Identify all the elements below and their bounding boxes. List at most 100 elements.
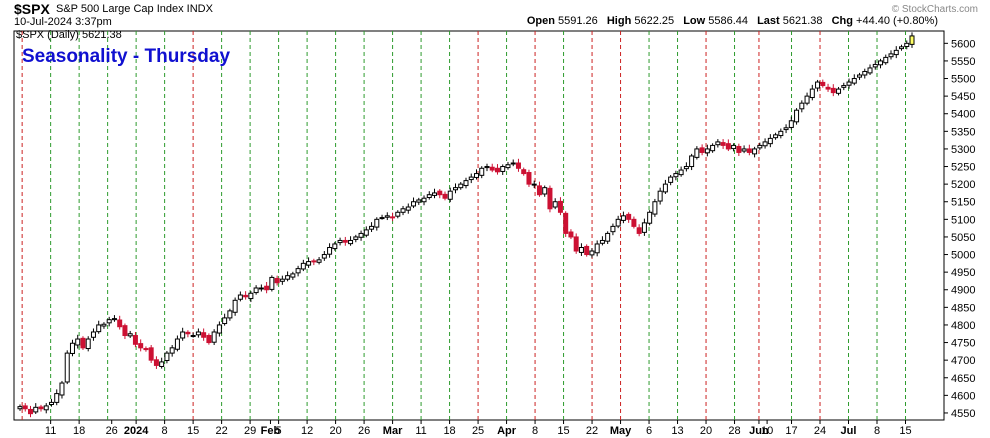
candle-body bbox=[190, 335, 196, 338]
candle-body bbox=[327, 247, 333, 255]
candle-body bbox=[285, 275, 291, 280]
x-tick-label: 5 bbox=[276, 425, 282, 437]
candle-body bbox=[395, 211, 401, 217]
low-label: Low bbox=[683, 15, 706, 27]
candle-body bbox=[825, 86, 831, 90]
candle-body bbox=[274, 277, 280, 284]
candle-body bbox=[573, 236, 579, 252]
y-tick-label: 5250 bbox=[951, 162, 975, 174]
candle-body bbox=[878, 60, 884, 66]
candle-body bbox=[33, 406, 39, 413]
x-tick-label: 8 bbox=[874, 425, 880, 437]
candle-body bbox=[830, 87, 836, 94]
candle-body bbox=[132, 335, 138, 345]
candle-body bbox=[626, 213, 632, 220]
candle-body bbox=[75, 338, 81, 346]
candle-body bbox=[615, 218, 621, 227]
y-tick-label: 5050 bbox=[951, 232, 975, 244]
candle-body bbox=[563, 212, 569, 234]
candle-body bbox=[552, 201, 558, 208]
candle-body bbox=[647, 211, 653, 224]
x-tick-label: 11 bbox=[45, 425, 56, 437]
candle-body bbox=[531, 183, 537, 186]
candle-body bbox=[510, 162, 516, 165]
candle-body bbox=[484, 166, 490, 169]
y-tick-label: 5550 bbox=[951, 56, 975, 68]
candle-body bbox=[578, 247, 584, 253]
x-tick-label: 18 bbox=[443, 425, 455, 437]
candle-body bbox=[725, 143, 731, 150]
candle-body bbox=[657, 190, 663, 202]
y-tick-label: 4650 bbox=[951, 373, 975, 385]
x-tick-label: 8 bbox=[532, 425, 538, 437]
candle-body bbox=[117, 319, 123, 328]
candle-body bbox=[453, 187, 459, 191]
candle-body bbox=[458, 183, 464, 189]
candle-body bbox=[904, 42, 910, 47]
candle-body bbox=[17, 406, 23, 410]
candle-body bbox=[22, 405, 28, 410]
candle-body bbox=[505, 164, 511, 169]
candle-body bbox=[846, 81, 852, 86]
candle-body bbox=[536, 185, 542, 196]
candle-body bbox=[815, 81, 821, 89]
x-tick-label: Feb bbox=[261, 425, 281, 437]
candle-body bbox=[731, 144, 737, 150]
candle-body bbox=[521, 169, 527, 175]
candle-body bbox=[463, 180, 469, 187]
candle-body bbox=[227, 310, 233, 319]
thursday-lines bbox=[21, 31, 907, 420]
x-tick-label: 28 bbox=[728, 425, 740, 437]
candle-body bbox=[778, 130, 784, 137]
candle-body bbox=[390, 216, 396, 219]
candle-body bbox=[662, 183, 668, 193]
candle-body bbox=[526, 172, 532, 185]
last-value: 5621.38 bbox=[782, 15, 823, 27]
y-tick-label: 4850 bbox=[951, 302, 975, 314]
series-legend: $SPX (Daily) 5621.38 bbox=[16, 29, 122, 41]
candle-body bbox=[253, 287, 259, 294]
candle-body bbox=[836, 88, 842, 94]
candle-body bbox=[243, 294, 249, 298]
candle-body bbox=[269, 276, 275, 290]
y-tick-label: 5300 bbox=[951, 144, 975, 156]
x-tick-label: Jun bbox=[749, 425, 769, 437]
candle-body bbox=[311, 260, 317, 263]
candle-body bbox=[353, 236, 359, 240]
candle-body bbox=[143, 348, 149, 351]
candle-body bbox=[421, 197, 427, 203]
candle-body bbox=[447, 190, 453, 200]
candle-body bbox=[589, 250, 595, 256]
open-label: Open bbox=[526, 15, 555, 27]
x-tick-label: 29 bbox=[244, 425, 256, 437]
candle-body bbox=[111, 318, 117, 321]
candle-body bbox=[515, 162, 521, 169]
y-tick-label: 4700 bbox=[951, 355, 975, 367]
candle-body bbox=[883, 56, 889, 64]
candle-body bbox=[80, 337, 86, 349]
y-tick-label: 4900 bbox=[951, 285, 975, 297]
candle-body bbox=[316, 259, 322, 263]
candle-body bbox=[90, 331, 96, 338]
candle-body bbox=[773, 134, 779, 139]
y-tick-label: 5000 bbox=[951, 250, 975, 262]
candle-body bbox=[788, 120, 794, 128]
x-tick-label: 20 bbox=[329, 425, 341, 437]
candle-body bbox=[69, 342, 75, 354]
candle-body bbox=[232, 299, 238, 313]
candle-body bbox=[568, 231, 574, 238]
candle-body bbox=[264, 285, 270, 291]
candle-body bbox=[683, 166, 689, 170]
ohlc-readout: Open 5591.26 High 5622.25 Low 5586.44 La… bbox=[527, 15, 938, 27]
y-tick-label: 4950 bbox=[951, 267, 975, 279]
candle-body bbox=[641, 222, 647, 233]
candle-body bbox=[489, 166, 495, 171]
x-tick-label: 6 bbox=[646, 425, 652, 437]
candle-body bbox=[400, 208, 406, 213]
plot-frame bbox=[13, 30, 945, 421]
candle-body bbox=[673, 173, 679, 178]
candle-body bbox=[542, 187, 548, 195]
last-label: Last bbox=[757, 15, 780, 27]
x-tick-label: Apr bbox=[497, 425, 517, 437]
y-tick-label: 5150 bbox=[951, 197, 975, 209]
